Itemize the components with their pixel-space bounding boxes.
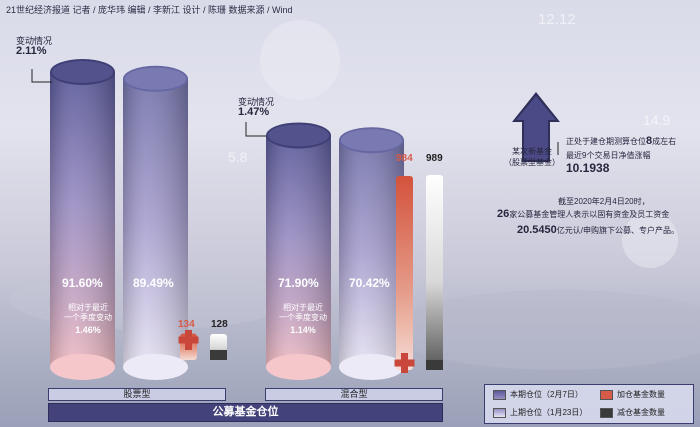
category-label: 混合型 — [340, 389, 368, 399]
chart-title-bar: 公募基金仓位 — [48, 403, 443, 422]
legend-label: 本期仓位（2月7日） — [510, 390, 583, 399]
note-number: 20.5450 — [517, 224, 557, 236]
bar-value-label: 70.42% — [349, 276, 390, 290]
count-label: 989 — [426, 153, 443, 164]
arrow-label: 某次新基金 — [512, 147, 552, 156]
bg-number: 5.8 — [228, 149, 248, 165]
bg-number: 14.9 — [643, 112, 670, 128]
arrow-label: （股票型基金） — [504, 158, 560, 167]
cylinder-bar — [266, 122, 331, 380]
annotation-line — [245, 122, 266, 137]
note-number: 8 — [646, 135, 653, 147]
note-line: 20.5450亿元认/申购旗下公募、专户产品。 — [517, 224, 679, 236]
bar-value-label: 91.60% — [62, 276, 103, 290]
plus-icon — [394, 353, 415, 373]
legend-swatch — [493, 408, 506, 418]
sub-annotation: 相对于最近 — [68, 303, 108, 312]
change-title: 变动情况 — [238, 97, 275, 107]
change-value: 1.47% — [238, 106, 270, 118]
note-line: 正处于建仓期测算仓位8成左右 — [566, 135, 676, 147]
note-line: 截至2020年2月4日20时， — [558, 197, 650, 206]
note-number: 10.1938 — [566, 161, 610, 175]
sub-annotation: 一个季度变动 — [64, 313, 112, 322]
reduce-count-bar — [210, 334, 227, 360]
sub-annotation-value: 1.14% — [290, 325, 316, 335]
note-line: 最近9个交易日净值涨幅 — [566, 151, 651, 160]
credits: 21世纪经济报道 记者 / 庞华玮 编辑 / 李新江 设计 / 陈珊 数据来源 … — [6, 5, 293, 15]
legend-label: 上期仓位（1月23日） — [510, 408, 588, 417]
legend-swatch — [600, 408, 613, 418]
cylinder-bar — [123, 65, 188, 380]
legend-label: 加仓基金数量 — [617, 390, 665, 399]
note-text: 亿元认/申购旗下公募、专户产品。 — [556, 226, 679, 235]
annotation-line — [31, 69, 52, 83]
bg-number: 12.12 — [538, 11, 576, 28]
legend-swatch — [600, 390, 613, 400]
up-arrow — [512, 92, 560, 162]
bars-layer — [50, 59, 443, 380]
chart-title: 公募基金仓位 — [212, 406, 279, 418]
note-number: 26 — [497, 208, 510, 220]
add-count-bar — [396, 175, 413, 370]
legend-swatch — [493, 390, 506, 400]
reduce-count-bar — [426, 175, 443, 370]
legend-label: 减仓基金数量 — [617, 408, 665, 417]
cylinder-bar — [50, 59, 115, 380]
category-bar: 股票型 — [48, 388, 226, 401]
sub-annotation: 相对于最近 — [283, 303, 323, 312]
bar-value-label: 89.49% — [133, 276, 174, 290]
note-text: 成左右 — [652, 137, 677, 146]
count-label: 128 — [211, 319, 228, 330]
count-label: 984 — [396, 153, 413, 164]
sub-annotation-value: 1.46% — [75, 325, 101, 335]
change-value: 2.11% — [16, 45, 47, 57]
note-text: 正处于建仓期测算仓位 — [566, 137, 646, 146]
note-text: 家公募基金管理人表示以固有资金及员工资金 — [509, 210, 670, 219]
count-label: 134 — [178, 319, 195, 330]
bar-value-label: 71.90% — [278, 276, 319, 290]
legend: 本期仓位（2月7日） 上期仓位（1月23日） 加仓基金数量 减仓基金数量 — [484, 384, 694, 424]
plus-icon — [178, 330, 199, 350]
category-bar: 混合型 — [265, 388, 443, 401]
note-line: 26家公募基金管理人表示以固有资金及员工资金 — [497, 208, 669, 220]
change-title: 变动情况 — [16, 36, 53, 46]
cylinder-bar — [339, 127, 404, 380]
category-label: 股票型 — [123, 389, 151, 399]
sub-annotation: 一个季度变动 — [279, 313, 327, 322]
